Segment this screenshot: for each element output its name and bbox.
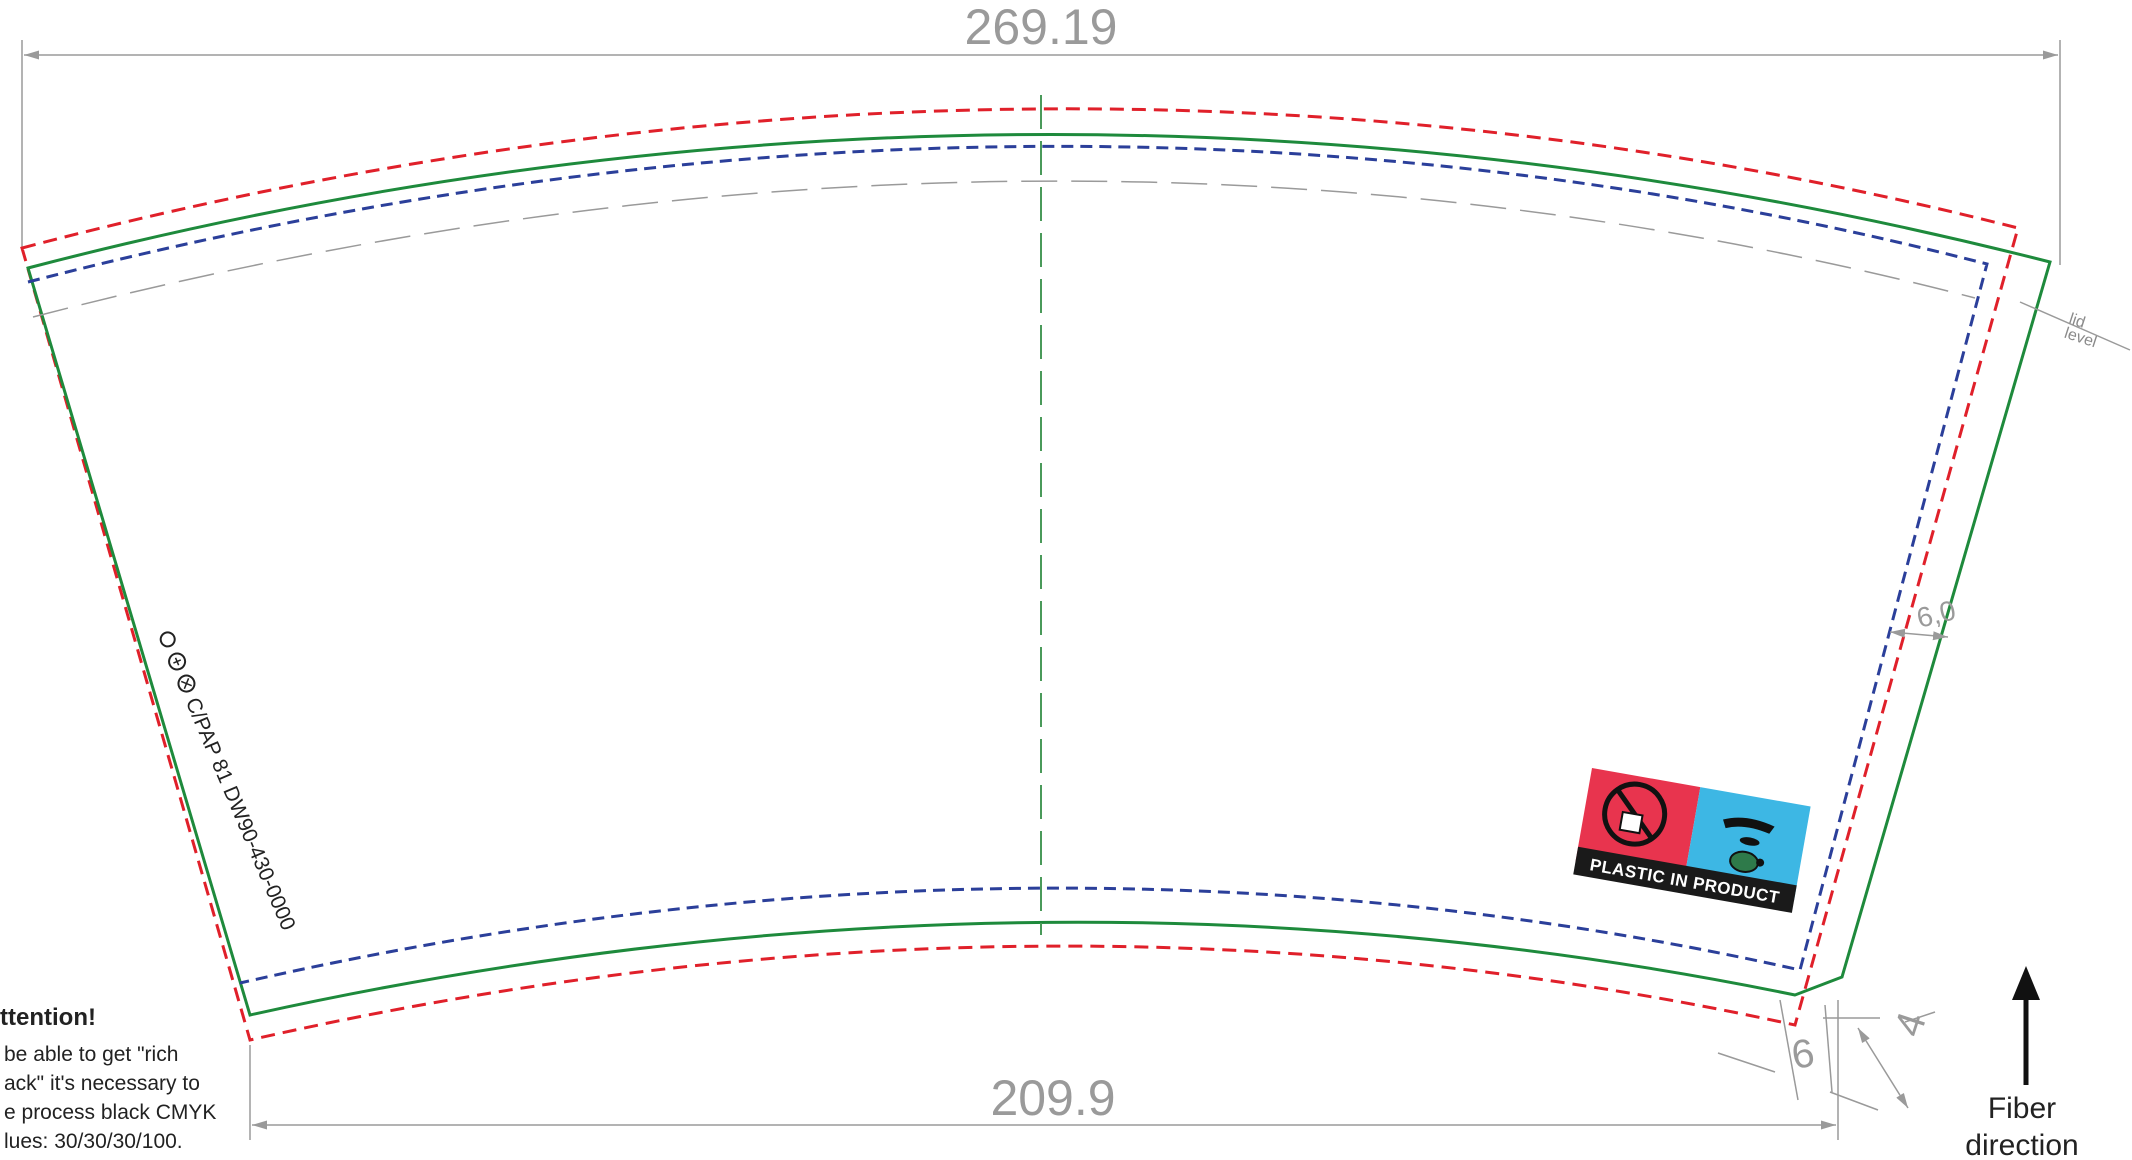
warning-band (1573, 846, 1797, 913)
no-plastic-icon (1602, 781, 1668, 847)
attention-title: ttention! (0, 1004, 96, 1031)
lid-level-line (32, 180, 1976, 318)
attention-line-2: ack" it's necessary to (4, 1072, 200, 1095)
fiber-label-line1: Fiber (1988, 1092, 2056, 1125)
bottom-width-dimension: 209.9 (249, 1000, 1839, 1140)
fiber-direction: Fiber direction (1965, 966, 2079, 1160)
attention-note: ttention! be able to get "rich ack" it's… (0, 1004, 216, 1153)
product-code-text: C/PAP 81 DW90-430-0000 (181, 694, 300, 933)
bottom-width-label: 209.9 (990, 1070, 1115, 1126)
top-width-dimension: 269.19 (21, 0, 2061, 265)
lid-word: lid (2067, 311, 2087, 332)
turtle-icon (1723, 817, 1775, 873)
top-width-label: 269.19 (965, 0, 1118, 55)
level-word: level (2062, 325, 2099, 351)
trim-line (26, 133, 2052, 1017)
attention-line-4: lues: 30/30/30/100. (4, 1130, 183, 1153)
bleed-line (20, 107, 2020, 1042)
attention-line-1: be able to get "rich (4, 1043, 178, 1066)
side-margin-label: 6,0 (1914, 594, 1959, 633)
safe-line (27, 144, 1989, 985)
side-margin-dimension: 6,0 (1889, 594, 1959, 641)
plastic-warning-label: PLASTIC IN PRODUCT (1573, 768, 1811, 913)
recycle-icons (159, 631, 196, 693)
fiber-label-line2: direction (1965, 1129, 2078, 1160)
fiber-arrowhead-icon (2012, 966, 2040, 1000)
lid-level-label: lid level (2062, 311, 2103, 352)
attention-line-3: e process black CMYK (4, 1101, 216, 1124)
corner-offset-label: 4 (1886, 1007, 1935, 1042)
